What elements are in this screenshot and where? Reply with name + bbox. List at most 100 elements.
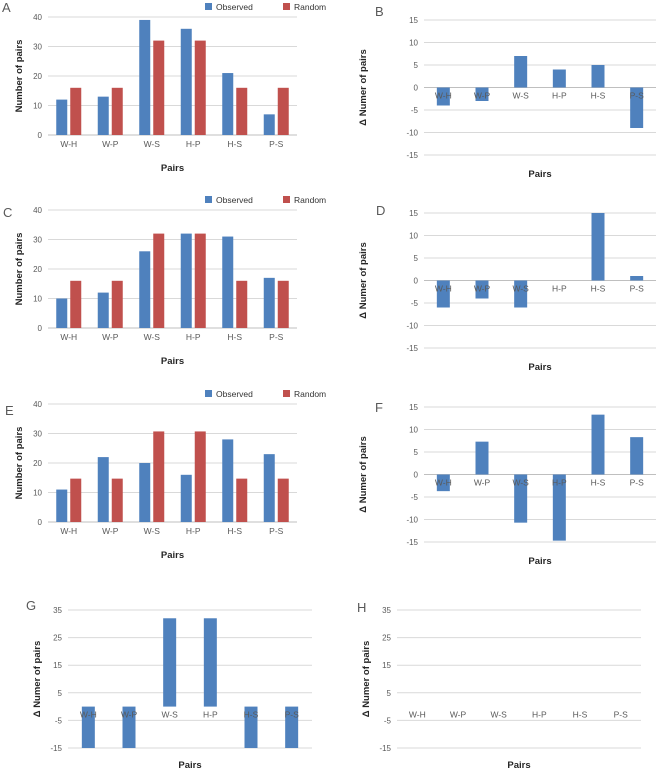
legend-label-random: Random: [294, 2, 326, 12]
x-axis-title: Pairs: [161, 163, 184, 174]
y-tick-label: -5: [55, 716, 63, 725]
x-axis-title: Pairs: [528, 362, 551, 373]
x-category-label: W-P: [102, 139, 119, 149]
bar-observed: [263, 114, 275, 135]
bar-random: [153, 40, 165, 135]
x-category-label: W-H: [409, 710, 426, 720]
bar-random: [111, 478, 123, 522]
y-tick-label: 20: [33, 459, 42, 468]
legend-label-random: Random: [294, 389, 326, 399]
legend-label-observed: Observed: [216, 389, 253, 399]
panel-letter: C: [3, 205, 13, 220]
y-tick-label: 15: [382, 661, 391, 670]
legend-label-random: Random: [294, 195, 326, 205]
panel-a: A 0 10 20 30 40 W-H W-P W-S H-P H-S P-S Pairs Number…: [0, 0, 329, 193]
x-category-label: H-S: [591, 91, 606, 101]
x-category-label: W-S: [144, 139, 161, 149]
x-category-label: P-S: [269, 332, 284, 342]
x-category-label: W-S: [512, 478, 529, 488]
legend-label-observed: Observed: [216, 195, 253, 205]
chart-b: -15 -10 -5 0 5 10 15 W-H W-P W-S H-P H-S P-S Pairs Δ N…: [358, 16, 656, 180]
x-category-label: H-P: [552, 284, 567, 294]
x-category-label: H-S: [573, 710, 588, 720]
y-tick-label: 5: [58, 689, 63, 698]
bar-random: [70, 478, 82, 522]
y-axis-title: Number of pairs: [14, 233, 25, 306]
y-tick-label: 0: [414, 471, 419, 480]
bar-random: [277, 478, 289, 522]
y-tick-label: 0: [414, 84, 419, 93]
bar-observed: [56, 489, 68, 522]
legend-swatch-observed-icon: [205, 3, 212, 10]
bar-random: [277, 87, 289, 135]
y-tick-label: 5: [414, 61, 419, 70]
y-axis-title: Number of pairs: [14, 427, 25, 500]
y-tick-label: -15: [50, 744, 62, 753]
x-category-label: W-H: [435, 284, 452, 294]
bar-random: [194, 431, 206, 522]
x-category-label: H-P: [186, 139, 201, 149]
y-tick-label: 30: [33, 430, 42, 439]
x-category-label: W-H: [60, 332, 77, 342]
y-tick-label: 0: [414, 277, 419, 286]
panel-letter: G: [26, 598, 37, 613]
x-category-label: W-S: [161, 710, 178, 720]
y-axis-title: Δ Numer of pairs: [358, 49, 369, 126]
y-tick-label: 40: [33, 13, 42, 22]
y-tick-label: 15: [53, 661, 62, 670]
bar-observed: [97, 292, 109, 328]
bar-random: [153, 233, 165, 328]
bar-random: [236, 280, 248, 328]
bar-observed: [180, 28, 192, 135]
bar-observed: [180, 233, 192, 328]
panel-letter: E: [5, 403, 14, 418]
y-tick-label: 15: [409, 403, 418, 412]
chart-c: 0 10 20 30 40 W-H W-P W-S H-P H-S P-S Pairs Number o…: [14, 195, 326, 367]
x-category-label: P-S: [630, 284, 645, 294]
y-tick-label: 40: [33, 206, 42, 215]
x-category-label: H-P: [186, 526, 201, 536]
x-category-label: W-P: [474, 478, 491, 488]
x-category-label: H-P: [552, 478, 567, 488]
x-category-label: H-P: [186, 332, 201, 342]
x-axis-title: Pairs: [528, 556, 551, 567]
x-category-label: P-S: [269, 526, 284, 536]
x-category-label: P-S: [614, 710, 629, 720]
y-tick-label: 20: [33, 72, 42, 81]
panel-b: B -15 -10 -5 0 5 10 15 W-H W-P W-S H-P H-S P-S Pairs Δ…: [329, 0, 658, 193]
x-category-label: H-S: [227, 139, 242, 149]
bar-delta: [514, 474, 528, 523]
x-category-label: W-S: [490, 710, 507, 720]
x-category-label: W-P: [474, 91, 491, 101]
legend-swatch-observed-icon: [205, 196, 212, 203]
legend-swatch-random-icon: [283, 196, 290, 203]
bar-delta: [475, 280, 489, 299]
bar-delta: [244, 706, 258, 748]
x-axis-title: Pairs: [161, 550, 184, 561]
x-category-label: W-S: [512, 284, 529, 294]
panel-c: C 0 10 20 30 40 W-H W-P W-S H-P H-S P-S Pairs Number…: [0, 193, 329, 387]
y-tick-label: 5: [414, 254, 419, 263]
x-category-label: P-S: [269, 139, 284, 149]
x-category-label: H-S: [227, 332, 242, 342]
x-axis-title: Pairs: [178, 760, 201, 771]
bar-random: [194, 40, 206, 135]
x-axis-title: Pairs: [161, 356, 184, 367]
y-tick-label: 10: [409, 39, 418, 48]
bar-delta: [591, 213, 605, 281]
legend-swatch-random-icon: [283, 3, 290, 10]
y-tick-label: 30: [33, 43, 42, 52]
y-axis-title: Number of pairs: [14, 40, 25, 113]
y-axis-title: Δ Numer of pairs: [358, 242, 369, 319]
chart-f: -15 -10 -5 0 5 10 15 W-H W-P W-S H-P H-S P-S Pairs Δ N…: [358, 403, 656, 567]
panel-letter: H: [357, 600, 367, 615]
bar-delta: [630, 276, 644, 281]
x-category-label: W-S: [144, 332, 161, 342]
panel-f: F -15 -10 -5 0 5 10 15 W-H W-P W-S H-P H-S P-S Pairs Δ…: [329, 387, 658, 580]
x-category-label: H-P: [552, 91, 567, 101]
y-tick-label: 5: [414, 448, 419, 457]
bar-observed: [97, 96, 109, 135]
y-tick-label: -10: [406, 516, 418, 525]
x-category-label: W-H: [60, 526, 77, 536]
panel-letter: A: [2, 0, 11, 15]
